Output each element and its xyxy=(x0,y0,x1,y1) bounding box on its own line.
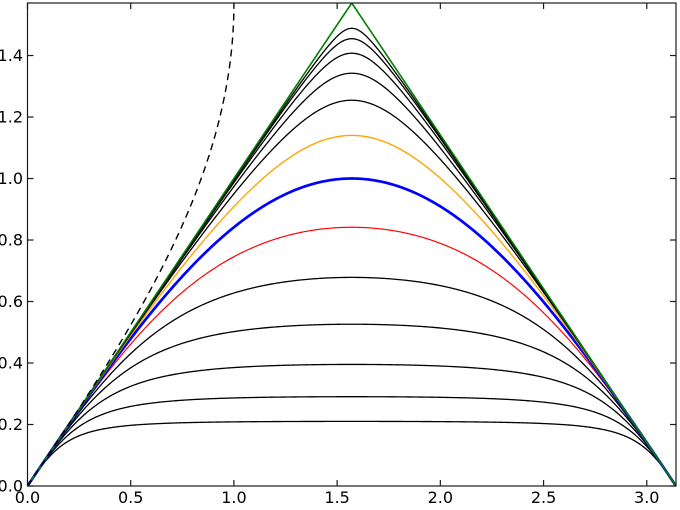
x-tick-label: 2.0 xyxy=(428,488,453,507)
y-tick-label: 0.0 xyxy=(0,477,23,496)
curve-frac-1-2 xyxy=(27,134,676,486)
tick-labels-group: 0.0 0.5 1.0 1.5 2.0 2.5 3.0 0.0 0.2 0.4 0.6 0.8 1.0 1… xyxy=(0,46,659,507)
curve-frac-1-32 xyxy=(27,38,676,486)
curve-sin-1 xyxy=(27,177,676,486)
curve-frac-1-4 xyxy=(27,99,676,486)
curve-arcsin xyxy=(27,3,235,486)
x-tick-label: 1.5 xyxy=(324,488,349,507)
y-tick-label: 0.2 xyxy=(0,415,23,434)
y-tick-label: 0.8 xyxy=(0,231,23,250)
x-tick-label: 0.5 xyxy=(118,488,143,507)
curve-tent xyxy=(27,3,676,486)
curve-sin-64 xyxy=(27,420,676,486)
x-tick-label: 1.0 xyxy=(221,488,246,507)
x-tick-label: 0.0 xyxy=(15,488,40,507)
ticks-group xyxy=(26,3,676,487)
y-tick-label: 1.0 xyxy=(0,169,23,188)
curves-group xyxy=(27,3,676,486)
x-tick-label: 2.5 xyxy=(531,488,556,507)
x-tick-label: 3.0 xyxy=(634,488,659,507)
curve-sin-16 xyxy=(27,363,676,486)
curve-frac-1-64 xyxy=(27,27,676,486)
y-tick-label: 1.4 xyxy=(0,46,23,65)
curve-sin-32 xyxy=(27,396,676,486)
plot-frame xyxy=(26,2,677,487)
y-tick-label: 0.6 xyxy=(0,292,23,311)
curve-sin-8 xyxy=(27,323,676,486)
y-tick-label: 0.4 xyxy=(0,354,23,373)
curve-sin-2 xyxy=(27,226,676,486)
y-tick-label: 1.2 xyxy=(0,108,23,127)
curve-sin-4 xyxy=(27,276,676,486)
